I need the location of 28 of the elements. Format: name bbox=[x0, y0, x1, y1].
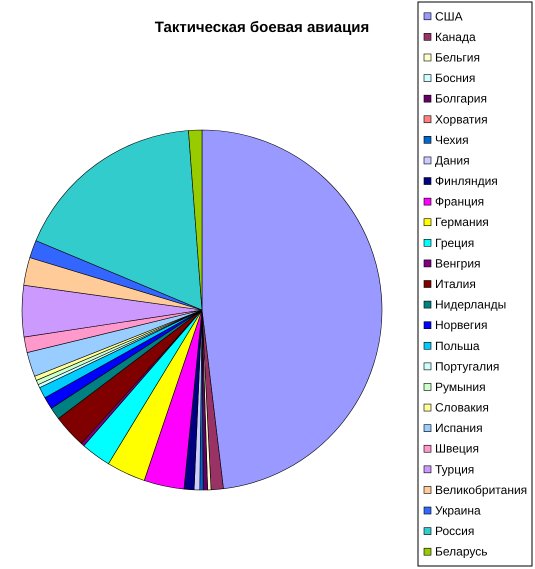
legend-label: Босния bbox=[435, 71, 476, 86]
legend-label: Франция bbox=[435, 194, 484, 209]
legend-label: Италия bbox=[435, 277, 476, 291]
legend-label: Норвегия bbox=[435, 318, 488, 332]
legend-label: Венгрия bbox=[435, 256, 481, 270]
legend-label: Болгария bbox=[435, 92, 487, 106]
legend-label: Бельгия bbox=[435, 50, 480, 64]
legend-label: Греция bbox=[435, 236, 474, 250]
legend-label: Чехия bbox=[435, 132, 469, 147]
legend-label: Финляндия bbox=[435, 174, 498, 188]
legend-label: Украина bbox=[435, 504, 482, 518]
legend-label: Турция bbox=[435, 462, 474, 476]
legend-label: Канада bbox=[435, 30, 476, 44]
legend-label: Беларусь bbox=[435, 544, 488, 559]
legend-label: Хорватия bbox=[435, 112, 488, 126]
legend-label: Нидерланды bbox=[435, 298, 506, 312]
legend-label: Испания bbox=[435, 421, 483, 436]
legend-label: Швеция bbox=[435, 442, 479, 456]
legend-label: Словакия bbox=[435, 400, 489, 415]
text: Тактическая боевая авиация bbox=[154, 19, 370, 36]
legend-label: Германия bbox=[435, 215, 489, 230]
legend-label: Великобритания bbox=[435, 482, 528, 497]
legend-label: Дания bbox=[435, 153, 470, 168]
legend-label: Португалия bbox=[435, 359, 500, 374]
legend-label: Россия bbox=[435, 524, 474, 538]
legend-label: Румыния bbox=[435, 380, 486, 394]
legend-label: Польша bbox=[435, 338, 480, 353]
legend-label: США bbox=[435, 9, 463, 24]
